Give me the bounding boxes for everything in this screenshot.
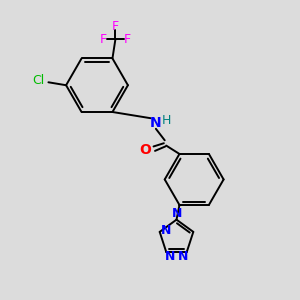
Text: F: F bbox=[100, 33, 106, 46]
Text: F: F bbox=[124, 33, 131, 46]
Text: N: N bbox=[150, 116, 162, 130]
Text: N: N bbox=[165, 250, 175, 263]
Text: O: O bbox=[139, 143, 151, 157]
Text: N: N bbox=[178, 250, 188, 263]
Text: H: H bbox=[161, 114, 171, 127]
Text: N: N bbox=[161, 224, 171, 237]
Text: Cl: Cl bbox=[32, 74, 44, 87]
Text: N: N bbox=[172, 207, 182, 220]
Text: F: F bbox=[112, 20, 119, 33]
